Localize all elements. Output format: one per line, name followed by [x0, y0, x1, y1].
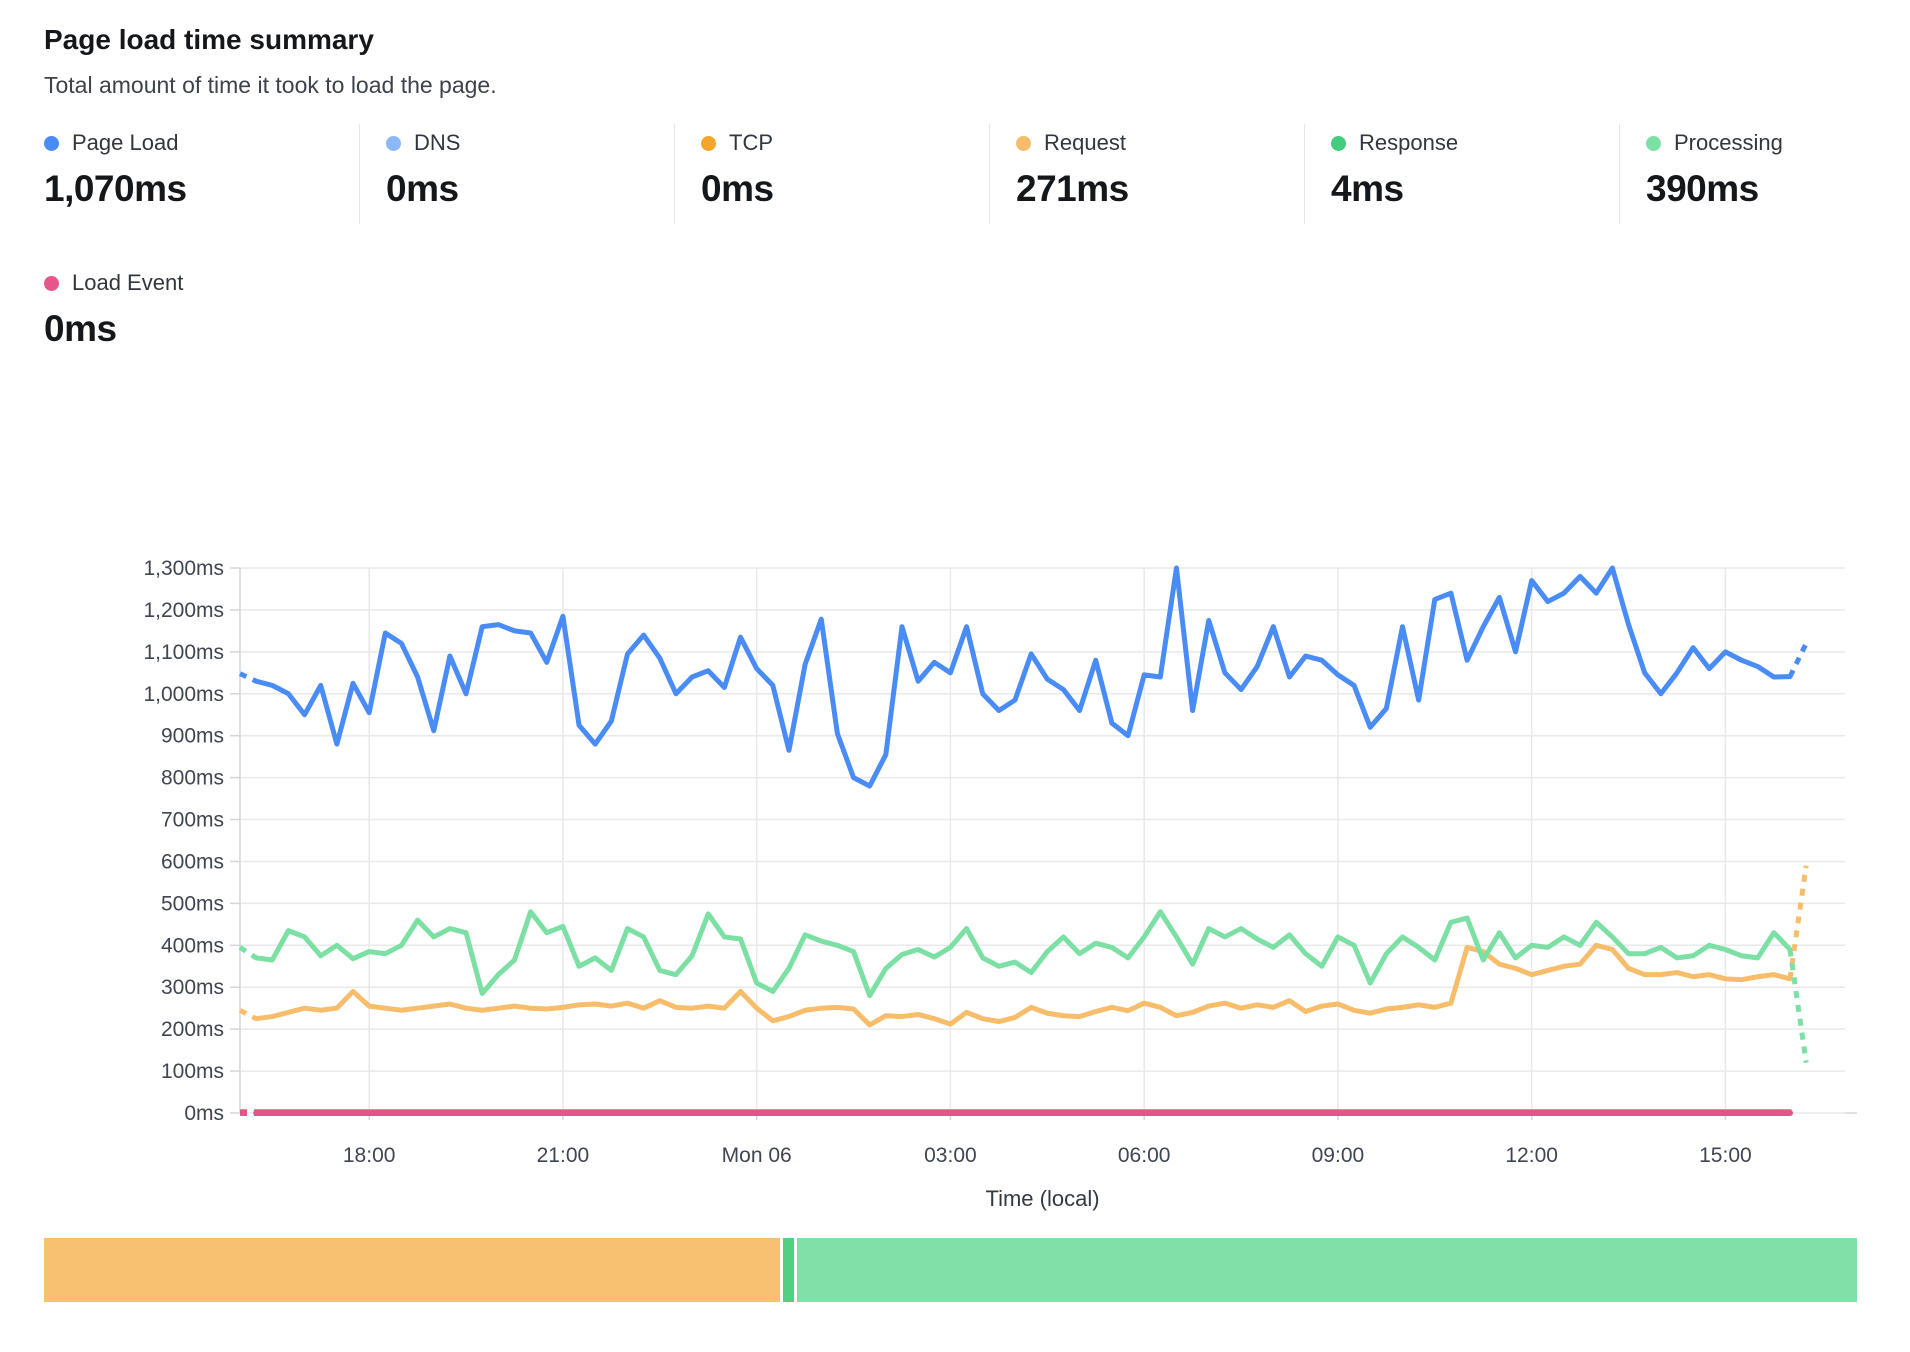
request-dot-icon [1016, 135, 1031, 151]
y-tick-label: 100ms [161, 1060, 224, 1083]
y-tick-label: 500ms [161, 892, 224, 915]
metric-value-processing: 390ms [1646, 168, 1759, 209]
page-load-dot-icon [44, 135, 59, 151]
y-tick-label: 900ms [161, 725, 224, 748]
y-tick-label: 200ms [161, 1018, 224, 1041]
legend-item-response[interactable]: Response 4ms [1304, 124, 1619, 224]
breakdown-segment-response [783, 1238, 795, 1302]
y-tick-label: 300ms [161, 976, 224, 999]
timeseries-chart[interactable]: 0ms 100ms 200ms 300ms 400ms 500ms 600ms 700ms 80… [0, 430, 1910, 1220]
legend-label: TCP [729, 130, 773, 155]
series-request [253, 942, 1793, 1028]
legend-label: Page Load [72, 130, 179, 155]
metric-value-request: 271ms [1016, 168, 1129, 209]
load-time-breakdown-bar [44, 1238, 1858, 1302]
x-tick-label: 15:00 [1699, 1144, 1752, 1167]
response-dot-icon [1331, 135, 1346, 151]
y-tick-label: 700ms [161, 809, 224, 832]
x-tick-label: 06:00 [1118, 1144, 1171, 1167]
metrics-legend-row: Page Load 1,070ms DNS 0ms TCP 0ms Reques… [44, 124, 1783, 224]
metric-value-load-event: 0ms [44, 308, 117, 349]
dns-dot-icon [386, 135, 401, 151]
series-processing [253, 909, 1793, 999]
metric-value-page-load: 1,070ms [44, 168, 187, 209]
x-tick-label: 12:00 [1505, 1144, 1558, 1167]
legend-item-dns[interactable]: DNS 0ms [359, 124, 674, 224]
legend-label: DNS [414, 130, 461, 155]
legend-item-processing[interactable]: Processing 390ms [1619, 124, 1783, 224]
y-tick-label: 1,000ms [143, 683, 224, 706]
y-tick-label: 1,100ms [143, 641, 224, 664]
legend-label: Load Event [72, 270, 184, 295]
x-tick-label: 09:00 [1312, 1144, 1365, 1167]
series-page-load [253, 565, 1793, 789]
metric-value-dns: 0ms [386, 168, 459, 209]
legend-label: Processing [1674, 130, 1783, 155]
y-tick-label: 1,200ms [143, 599, 224, 622]
breakdown-segment-request [44, 1238, 781, 1302]
metric-value-tcp: 0ms [701, 168, 774, 209]
y-tick-label: 400ms [161, 934, 224, 957]
y-tick-label: 600ms [161, 850, 224, 873]
x-tick-label: 18:00 [343, 1144, 396, 1167]
x-tick-label: 03:00 [924, 1144, 977, 1167]
x-tick-label: Mon 06 [722, 1144, 792, 1167]
load-event-dot-icon [44, 275, 59, 291]
legend-label: Response [1359, 130, 1459, 155]
legend-item-tcp[interactable]: TCP 0ms [674, 124, 989, 224]
x-tick-label: 21:00 [537, 1144, 590, 1167]
breakdown-segment-processing [797, 1238, 1858, 1302]
tcp-dot-icon [701, 135, 716, 151]
page-title: Page load time summary [44, 24, 374, 55]
legend-item-page-load[interactable]: Page Load 1,070ms [44, 124, 359, 224]
metric-value-response: 4ms [1331, 168, 1404, 209]
page-subtitle: Total amount of time it took to load the… [44, 72, 497, 98]
line-chart-canvas[interactable]: 0ms 100ms 200ms 300ms 400ms 500ms 600ms 700ms 80… [0, 430, 1910, 1220]
legend-label: Request [1044, 130, 1126, 155]
y-tick-label: 0ms [184, 1102, 224, 1125]
y-tick-label: 800ms [161, 767, 224, 790]
x-axis-title: Time (local) [985, 1186, 1100, 1211]
legend-item-load-event[interactable]: Load Event 0ms [44, 264, 183, 364]
y-tick-label: 1,300ms [143, 557, 224, 580]
legend-item-request[interactable]: Request 271ms [989, 124, 1304, 224]
metrics-legend-row-2: Load Event 0ms [44, 264, 183, 364]
processing-dot-icon [1646, 135, 1661, 151]
